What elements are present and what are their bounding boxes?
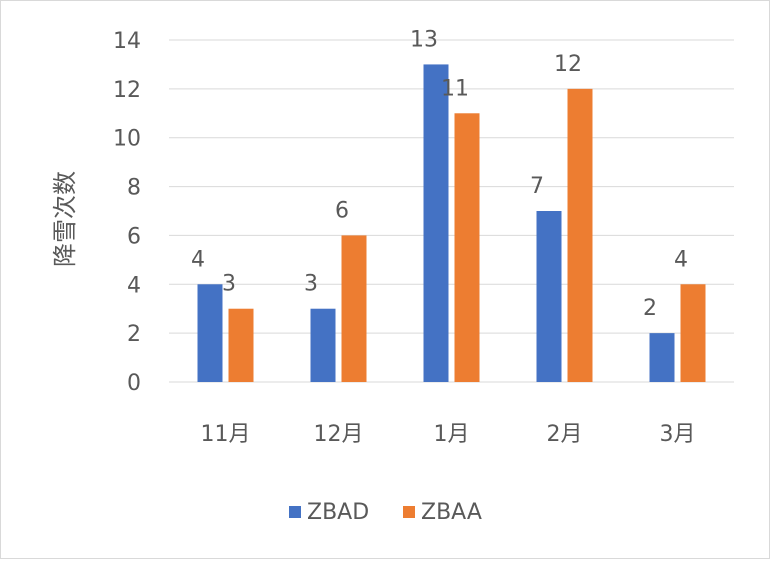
- data-label: 3: [304, 272, 318, 297]
- data-label: 7: [530, 174, 544, 199]
- bar-zbad-3: [536, 211, 562, 382]
- y-tick-label: 0: [127, 371, 141, 396]
- x-tick-label: 11月: [201, 422, 251, 447]
- data-label: 6: [335, 198, 349, 223]
- x-tick-label: 1月: [434, 422, 470, 447]
- bar-zbad-4: [649, 333, 675, 382]
- x-tick-label: 2月: [547, 422, 583, 447]
- bar-zbad-2: [423, 64, 449, 382]
- bar-zbaa-3: [567, 88, 593, 382]
- y-tick-label: 12: [113, 78, 141, 103]
- bar-zbad-1: [310, 308, 336, 382]
- legend-label: ZBAD: [307, 500, 369, 525]
- bar-zbaa-0: [228, 308, 254, 382]
- y-tick-label: 4: [127, 273, 141, 298]
- data-label: 11: [441, 76, 469, 101]
- bar-zbaa-2: [454, 113, 480, 383]
- x-axis-ticks: 11月 12月 1月 2月 3月: [201, 422, 696, 447]
- y-tick-label: 8: [127, 176, 141, 201]
- bar-zbaa-1: [341, 235, 367, 382]
- y-tick-label: 6: [127, 224, 141, 249]
- bar-zbad-0: [197, 284, 223, 382]
- y-axis-ticks: 0 2 4 6 8 10 12 14: [113, 29, 141, 396]
- legend-swatch-zbaa: [403, 506, 415, 518]
- y-axis-title: 降雪次数: [51, 171, 79, 267]
- y-tick-label: 14: [113, 29, 141, 54]
- x-tick-label: 3月: [660, 422, 696, 447]
- data-label: 4: [191, 247, 205, 272]
- legend: ZBAD ZBAA: [289, 500, 482, 525]
- bar-zbaa-4: [680, 284, 706, 382]
- y-tick-label: 10: [113, 127, 141, 152]
- data-label: 2: [643, 296, 657, 321]
- gridlines: [169, 39, 734, 383]
- legend-swatch-zbad: [289, 506, 301, 518]
- bars: [197, 64, 706, 383]
- y-tick-label: 2: [127, 322, 141, 347]
- data-label: 13: [410, 27, 438, 52]
- data-label: 4: [674, 247, 688, 272]
- legend-label: ZBAA: [421, 500, 482, 525]
- data-label: 12: [554, 52, 582, 77]
- x-tick-label: 12月: [314, 422, 364, 447]
- data-label: 3: [222, 272, 236, 297]
